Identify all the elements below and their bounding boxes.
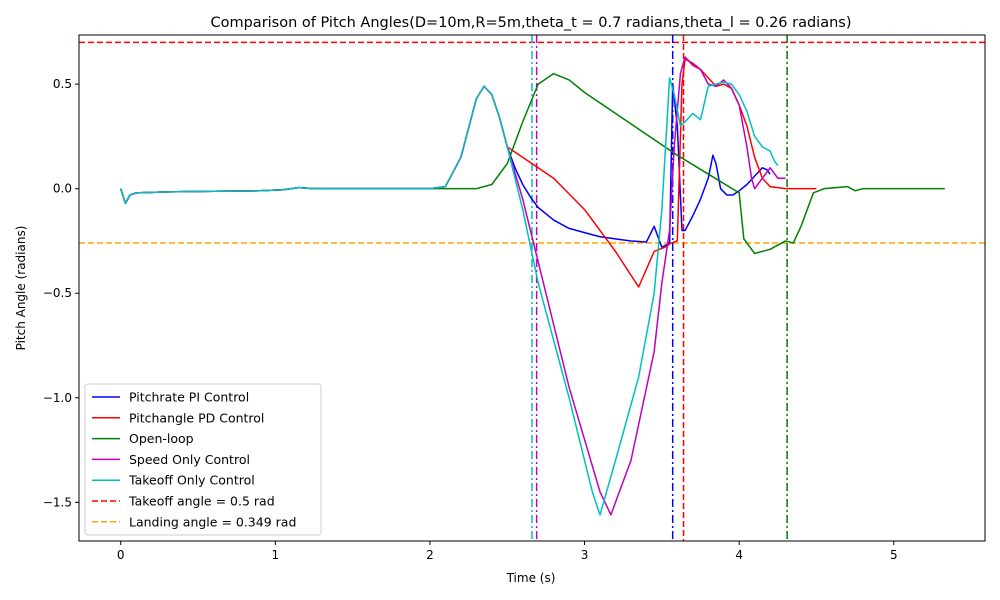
- legend-label: Landing angle = 0.349 rad: [129, 514, 296, 529]
- y-axis-label: Pitch Angle (radians): [14, 226, 28, 351]
- series-lines: [120, 56, 945, 516]
- legend: Pitchrate PI Control Pitchangle PD Contro…: [84, 383, 322, 536]
- series-line-4: [120, 77, 779, 516]
- y-axis: −1.5 −1.0 −0.5 0.0 0.5: [43, 77, 79, 509]
- plot-frame: [78, 34, 986, 542]
- plot-area: [78, 34, 986, 542]
- y-tick-label: −1.0: [43, 391, 72, 405]
- legend-box: [84, 383, 322, 536]
- legend-label: Open-loop: [129, 431, 194, 446]
- legend-label: Takeoff Only Control: [128, 473, 255, 488]
- x-tick-label: 2: [426, 548, 434, 562]
- legend-label: Takeoff angle = 0.5 rad: [128, 494, 275, 509]
- legend-label: Pitchrate PI Control: [129, 390, 249, 405]
- y-tick-label: −0.5: [43, 286, 72, 300]
- x-tick-label: 4: [735, 548, 743, 562]
- y-tick-label: 0.5: [53, 77, 72, 91]
- x-tick-label: 1: [272, 548, 280, 562]
- y-tick-label: −1.5: [43, 495, 72, 509]
- x-axis: 0 1 2 3 4 5: [117, 541, 898, 562]
- x-tick-label: 3: [581, 548, 589, 562]
- legend-label: Speed Only Control: [129, 452, 250, 467]
- x-axis-label: Time (s): [506, 571, 556, 585]
- legend-label: Pitchangle PD Control: [129, 410, 264, 425]
- x-tick-label: 5: [890, 548, 898, 562]
- y-tick-label: 0.0: [53, 182, 72, 196]
- chart-title: Comparison of Pitch Angles(D=10m,R=5m,th…: [210, 15, 851, 31]
- x-tick-label: 0: [117, 548, 125, 562]
